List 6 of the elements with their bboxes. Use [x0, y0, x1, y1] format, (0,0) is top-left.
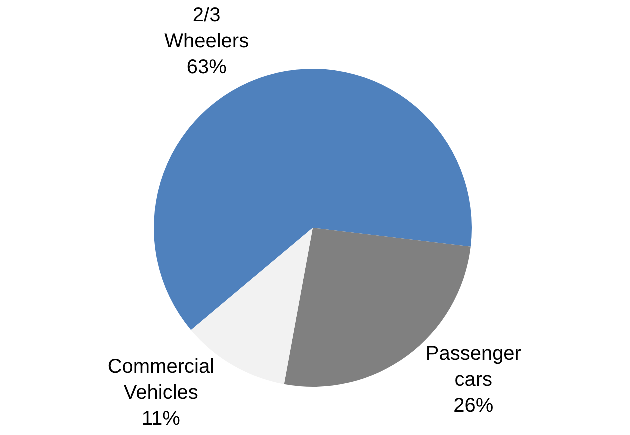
data-label: 11%	[142, 408, 181, 430]
slice-label: Commercial Vehicles	[108, 356, 215, 404]
slice-label: Passenger cars	[426, 342, 522, 391]
data-label: 63%	[186, 56, 228, 79]
data-label: 26%	[454, 394, 494, 417]
slice-label: 2/3 Wheelers	[164, 4, 250, 53]
